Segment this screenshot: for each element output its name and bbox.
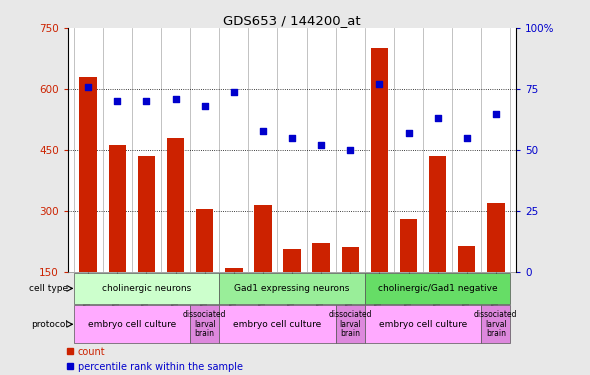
Text: cholinergic neurons: cholinergic neurons [102,284,191,293]
Point [229,88,238,94]
Bar [219,273,365,304]
Text: embryo cell culture: embryo cell culture [234,320,322,329]
Point [433,116,442,122]
Point [200,103,209,109]
Point [142,98,151,104]
Point [375,81,384,87]
Point [404,130,413,136]
Text: cholinergic/Gad1 negative: cholinergic/Gad1 negative [378,284,497,293]
Point [287,135,297,141]
Bar [219,305,336,344]
Bar [336,305,365,344]
Bar [342,247,359,272]
Bar [190,305,219,344]
Text: embryo cell culture: embryo cell culture [379,320,467,329]
Point [113,98,122,104]
Bar [196,209,214,272]
Bar [365,273,510,304]
Text: percentile rank within the sample: percentile rank within the sample [78,362,242,372]
Bar [74,305,190,344]
Text: dissociated
larval
brain: dissociated larval brain [474,310,517,339]
Text: count: count [78,347,106,357]
Bar [254,205,271,272]
Point [346,147,355,153]
Bar [487,203,504,272]
Bar [109,145,126,272]
Bar [74,273,219,304]
Text: dissociated
larval
brain: dissociated larval brain [183,310,227,339]
Point [462,135,471,141]
Bar [167,138,184,272]
Bar [429,156,447,272]
Text: Gad1 expressing neurons: Gad1 expressing neurons [234,284,350,293]
Bar [137,156,155,272]
Bar [225,268,242,272]
Text: cell type: cell type [29,284,68,293]
Title: GDS653 / 144200_at: GDS653 / 144200_at [223,14,361,27]
Point [171,96,181,102]
Text: protocol: protocol [31,320,68,329]
Bar [365,305,481,344]
Bar [371,48,388,272]
Bar [80,77,97,272]
Bar [400,219,417,272]
Point [316,142,326,148]
Text: dissociated
larval
brain: dissociated larval brain [329,310,372,339]
Point [84,84,93,90]
Bar [481,305,510,344]
Bar [313,243,330,272]
Bar [458,246,476,272]
Bar [283,249,301,272]
Point [258,128,268,134]
Point [491,111,500,117]
Text: embryo cell culture: embryo cell culture [88,320,176,329]
